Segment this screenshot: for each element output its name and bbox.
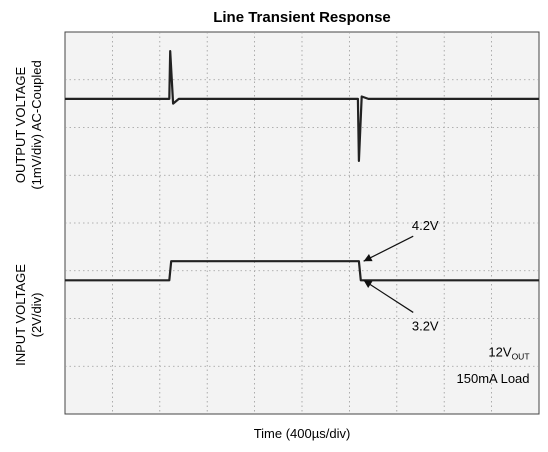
annotation-arrow [363,279,414,313]
grid [65,32,539,414]
y-axis-label-output: OUTPUT VOLTAGE(1mV/div) AC-Coupled [13,60,44,189]
annotation-arrowhead [363,254,373,262]
chart-title: Line Transient Response [213,9,391,26]
annotation-label: 3.2V [412,318,439,333]
series-line-2 [65,260,539,282]
y-axis-label-input: INPUT VOLTAGE(2V/div) [13,264,44,366]
annotation-arrowhead [363,280,373,289]
x-axis-label: Time (400µs/div) [254,426,351,441]
series-layer [65,50,539,282]
series-line-1 [65,50,539,162]
annotation-label: 4.2V [412,218,439,233]
annotation-arrow [363,235,414,262]
annotation-label: 150mA Load [457,371,530,386]
